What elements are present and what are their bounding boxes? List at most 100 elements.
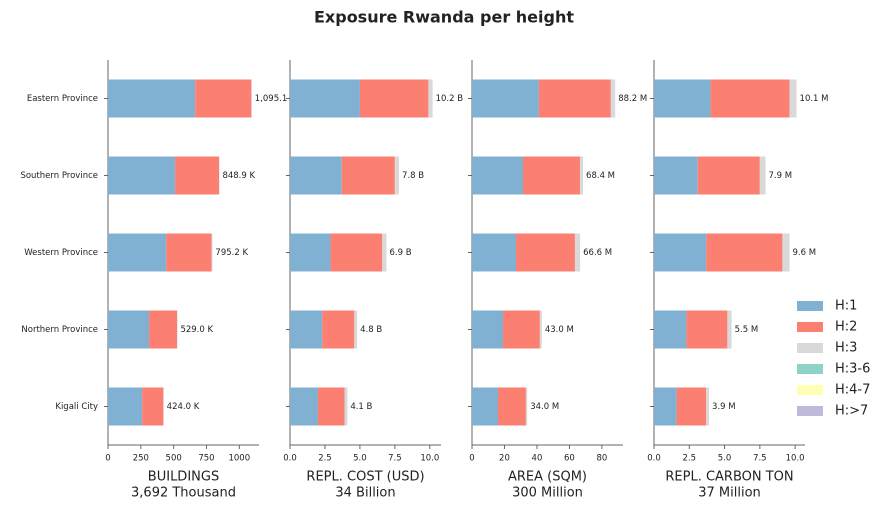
total-label: 10.2 B — [436, 94, 464, 104]
total-label: 5.5 M — [735, 325, 759, 335]
bar-segment — [610, 79, 616, 118]
total-label: 795.2 K — [215, 248, 248, 258]
y-tick-label: Eastern Province — [27, 94, 98, 104]
x-tick-label: 250 — [133, 454, 149, 464]
total-label: 66.6 M — [583, 248, 612, 258]
legend-label: H:3-6 — [835, 362, 870, 377]
y-tick-label: Kigali City — [55, 402, 98, 412]
x-tick-label: 2.5 — [318, 454, 332, 464]
total-label: 34.0 M — [530, 402, 559, 412]
x-tick-label: 500 — [166, 454, 182, 464]
x-tick-label: 0.0 — [283, 454, 297, 464]
bar-segment — [290, 156, 342, 195]
x-axis-sublabel: 37 Million — [698, 486, 761, 501]
bar-segment — [654, 233, 707, 272]
total-label: 4.1 B — [350, 402, 372, 412]
total-label: 68.4 M — [586, 171, 615, 181]
bar-segment — [108, 387, 143, 426]
bar-segment — [654, 79, 711, 118]
bar-segment — [195, 79, 252, 118]
bar-segment — [382, 233, 387, 272]
bar-segment — [472, 387, 498, 426]
bar-segment — [497, 387, 526, 426]
legend-swatch — [797, 385, 823, 395]
total-label: 7.9 M — [768, 171, 792, 181]
x-tick-label: 60 — [564, 454, 575, 464]
x-tick-label: 20 — [499, 454, 510, 464]
legend-label: H:>7 — [835, 404, 868, 419]
x-tick-label: 0 — [105, 454, 110, 464]
x-tick-label: 10.0 — [420, 454, 439, 464]
bar-segment — [676, 387, 707, 426]
x-tick-label: 10.0 — [786, 454, 805, 464]
legend-label: H:4-7 — [835, 383, 870, 398]
bar-segment — [706, 233, 783, 272]
x-tick-label: 750 — [198, 454, 214, 464]
bar-segment — [290, 387, 318, 426]
bar-segment — [525, 387, 528, 426]
x-axis-sublabel: 34 Billion — [335, 486, 395, 501]
total-label: 10.1 M — [800, 94, 829, 104]
bar-segment — [710, 79, 790, 118]
total-label: 4.8 B — [360, 325, 382, 335]
total-label: 3.9 M — [712, 402, 736, 412]
total-label: 6.9 B — [389, 248, 411, 258]
x-tick-label: 7.5 — [388, 454, 402, 464]
bar-segment — [654, 310, 687, 349]
bar-segment — [516, 233, 575, 272]
total-label: 88.2 M — [618, 94, 647, 104]
x-tick-label: 0.0 — [647, 454, 661, 464]
total-label: 43.0 M — [545, 325, 574, 335]
x-tick-label: 7.5 — [753, 454, 767, 464]
bar-segment — [330, 233, 383, 272]
x-axis-sublabel: 300 Million — [512, 486, 583, 501]
x-axis-label: BUILDINGS — [148, 470, 219, 485]
total-label: 1,095.1 K — [255, 94, 296, 104]
bar-segment — [782, 233, 790, 272]
legend-label: H:3 — [835, 341, 857, 356]
bar-segment — [290, 233, 331, 272]
legend-swatch — [797, 322, 823, 332]
y-tick-label: Southern Province — [20, 171, 98, 181]
bar-segment — [472, 310, 504, 349]
y-tick-label: Northern Province — [21, 325, 98, 335]
x-tick-label: 0 — [469, 454, 474, 464]
x-tick-label: 5.0 — [718, 454, 732, 464]
bar-segment — [354, 310, 358, 349]
bar-segment — [175, 156, 220, 195]
bar-segment — [344, 387, 348, 426]
bar-segment — [472, 79, 539, 118]
bar-segment — [290, 310, 323, 349]
legend-label: H:1 — [835, 299, 857, 314]
bar-segment — [789, 79, 797, 118]
bar-segment — [359, 79, 429, 118]
bar-segment — [522, 156, 580, 195]
x-axis-label: REPL. COST (USD) — [306, 470, 424, 485]
x-axis-label: AREA (SQM) — [508, 470, 587, 485]
bar-segment — [108, 79, 196, 118]
bar-segment — [166, 233, 212, 272]
total-label: 9.6 M — [792, 248, 816, 258]
bar-segment — [727, 310, 732, 349]
total-label: 848.9 K — [222, 171, 255, 181]
bar-segment — [574, 233, 581, 272]
bar-segment — [108, 310, 150, 349]
x-axis-sublabel: 3,692 Thousand — [131, 486, 236, 501]
bar-segment — [108, 233, 167, 272]
bar-segment — [759, 156, 766, 195]
y-tick-label: Western Province — [24, 248, 98, 258]
total-label: 529.0 K — [180, 325, 213, 335]
x-tick-label: 2.5 — [683, 454, 697, 464]
bar-segment — [394, 156, 400, 195]
x-tick-label: 80 — [596, 454, 607, 464]
figure-title: Exposure Rwanda per height — [314, 8, 574, 27]
bar-segment — [503, 310, 540, 349]
bar-segment — [472, 233, 517, 272]
bar-segment — [149, 310, 178, 349]
bar-segment — [472, 156, 523, 195]
x-tick-label: 1000 — [228, 454, 250, 464]
bar-segment — [211, 233, 213, 272]
bar-segment — [579, 156, 584, 195]
bar-segment — [686, 310, 728, 349]
